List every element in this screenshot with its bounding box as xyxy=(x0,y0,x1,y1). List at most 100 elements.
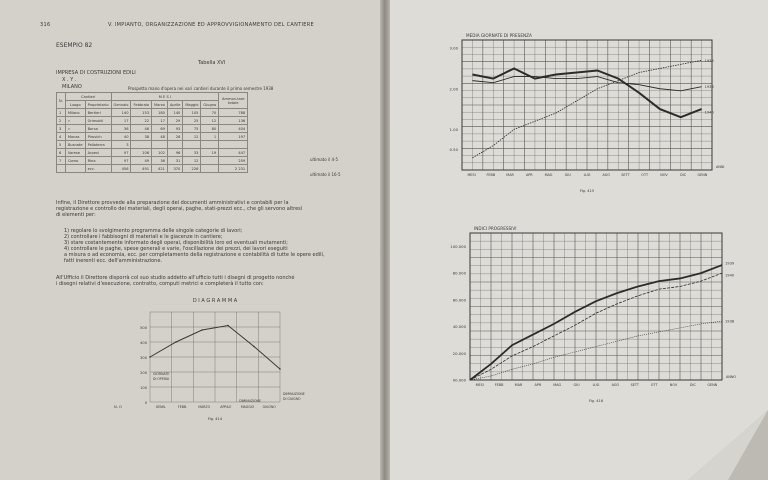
x-tick-label: SETT xyxy=(631,383,640,387)
running-header: V. IMPIANTO, ORGANIZZAZIONE ED APPROVVIG… xyxy=(108,22,314,28)
text-line: fatti inerenti ecc. dell'amministrazione… xyxy=(64,258,162,264)
x-tick-label: LUG xyxy=(584,173,591,177)
x-tick-label: APR xyxy=(526,173,533,177)
table-cell-n: 1 xyxy=(56,108,66,117)
note-ultimato-2: ultimato il 16-5 xyxy=(310,172,341,177)
x-axis-end-label: ANNI xyxy=(716,165,724,169)
table-cell-luogo: Busnate xyxy=(64,140,86,149)
table-cell-value: 22 xyxy=(130,116,153,125)
table-total-value: 370 xyxy=(166,164,184,173)
manpower-table: N. Cantieri M E S I Ammon-tare totale Lu… xyxy=(56,92,249,173)
chart-indici-progressivi: INDICI PROGRESSIVI 100.000 80.000 60.000 40.… xyxy=(450,226,736,403)
table-row: 6 Varese Arpesi 97 106 102 96 33 19 447 xyxy=(56,148,249,157)
table-cell-n: 4 xyxy=(56,132,66,141)
numbered-list: 1) regolare lo svolgimento programma del… xyxy=(64,228,325,264)
x-tick-label: AGO xyxy=(612,383,620,387)
table-cell-value: 153 xyxy=(130,108,153,117)
table-cell-value: 102 xyxy=(151,148,168,157)
x-tick-label: GENN. xyxy=(156,405,166,409)
table-cell-value: 69 xyxy=(151,124,168,133)
x-tick-label: DIC xyxy=(690,383,697,387)
series-line-1939 xyxy=(469,264,723,381)
plot-frame xyxy=(469,232,723,381)
table-cell-value: 1 xyxy=(200,132,220,141)
paragraph-1: Infine, il Direttore provvede alla prepa… xyxy=(56,200,302,218)
diagram-inner-label: DIMINUZIONE xyxy=(239,399,261,403)
series-line-1938 xyxy=(469,320,723,381)
table-cell-value xyxy=(200,156,220,165)
table-header-ammontare: Ammon-tare totale xyxy=(218,92,249,109)
table-cell-value: 49 xyxy=(130,156,153,165)
text-line: 4) controllare le paghe, spese generali … xyxy=(64,246,288,252)
legend-label: 1938 xyxy=(705,85,715,89)
text-line: di elementi per: xyxy=(56,212,96,218)
y-tick-label: 20.000 xyxy=(453,351,467,356)
table-cell-value: 3 xyxy=(110,140,132,149)
table-cell-luogo: Milano xyxy=(64,108,86,117)
table-total-value: 226 xyxy=(182,164,202,173)
x-tick-label: MAG xyxy=(545,173,553,177)
table-cell-luogo: » xyxy=(64,116,86,125)
x-tick-label: MAR xyxy=(506,173,514,177)
table-cell-total: 136 xyxy=(218,116,249,125)
page-number: 316 xyxy=(40,22,51,28)
table-header-luogo: Luogo xyxy=(64,100,86,109)
text-line: 3) stare costantemente informato degli o… xyxy=(64,240,288,246)
table-header-month: Gennaio xyxy=(110,100,132,109)
table-cell-value: 12 xyxy=(182,132,202,141)
book-gutter xyxy=(380,0,392,480)
x-tick-label: MESI xyxy=(476,383,484,387)
text-line: All'Ufficio il Direttore disporrà col su… xyxy=(56,275,295,281)
x-tick-label: APR xyxy=(534,383,541,387)
table-header-mesi: M E S I xyxy=(110,92,220,101)
text-line: 1) regolare lo svolgimento programma del… xyxy=(64,228,243,234)
series-line-1939 xyxy=(472,59,702,159)
table-cell-luogo: » xyxy=(64,124,86,133)
x-tick-label: LUG xyxy=(593,383,600,387)
x-tick-label: GIU xyxy=(574,383,581,387)
table-total-value: 421 xyxy=(151,164,168,173)
table-header-month: Aprile xyxy=(166,100,184,109)
table-cell-n: 7 xyxy=(56,156,66,165)
table-cell-prop: Palloterra xyxy=(84,140,112,149)
table-cell-luogo: Como xyxy=(64,156,86,165)
chart-title: INDICI PROGRESSIVI xyxy=(474,226,517,231)
y-tick-label: 200 xyxy=(140,371,148,375)
table-cell-value: 96 xyxy=(166,148,184,157)
table-cell-value: 40 xyxy=(110,132,132,141)
diagram-point xyxy=(201,329,203,331)
legend-label: 1939 xyxy=(705,59,715,63)
series-line-1938 xyxy=(472,76,702,92)
table-cell-n: 2 xyxy=(56,116,66,125)
diagram-point xyxy=(149,356,151,358)
table-totals-label: ecc. xyxy=(84,164,112,173)
y-tick-label: 0 xyxy=(145,401,148,405)
example-label: ESEMPIO 82 xyxy=(56,42,93,49)
diagram-point xyxy=(227,324,229,327)
table-cell-value: 17 xyxy=(151,116,168,125)
y-tick-label: 500 xyxy=(140,326,148,330)
table-cell-n: 6 xyxy=(56,148,66,157)
x-tick-label: MAR xyxy=(515,383,523,387)
y-tick-label: 400 xyxy=(140,341,148,345)
x-tick-label: FEBB. xyxy=(178,405,187,409)
table-cell-value: 140 xyxy=(110,108,132,117)
table-cell-value xyxy=(200,140,220,149)
diagram-right-label: DI GIUGNO xyxy=(283,397,301,401)
table-cell-n: 5 xyxy=(56,140,66,149)
x-tick-label: SETT xyxy=(621,173,630,177)
series-line-1940 xyxy=(472,67,702,119)
table-cell-prop: Pirovich xyxy=(84,132,112,141)
table-header-cantieri: Cantieri xyxy=(64,92,112,101)
page-curl xyxy=(688,410,768,480)
paragraph-2: All'Ufficio il Direttore disporrà col su… xyxy=(56,275,294,287)
table-cell-value: 75 xyxy=(182,124,202,133)
note-ultimato-1: ultimato il 4-5 xyxy=(310,157,338,162)
table-cell-value: 36 xyxy=(110,124,132,133)
table-cell-value: 33 xyxy=(182,148,202,157)
text-line: 2) controllare i fabbisogni di materiali… xyxy=(64,234,223,240)
table-header-month: Marzo xyxy=(151,100,168,109)
table-cell-value: 140 xyxy=(166,108,184,117)
table-cell-value: 29 xyxy=(166,116,184,125)
x-tick-label: DIC xyxy=(680,173,687,177)
